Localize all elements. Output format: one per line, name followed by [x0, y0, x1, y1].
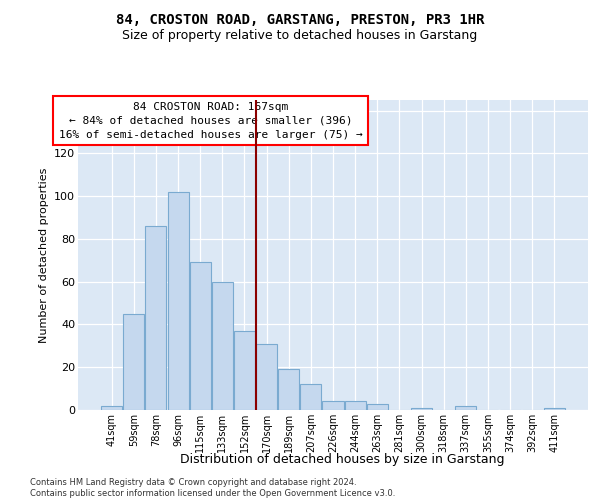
Bar	[234, 331, 255, 410]
Bar	[367, 404, 388, 410]
Bar	[278, 370, 299, 410]
Bar	[322, 402, 344, 410]
Text: Size of property relative to detached houses in Garstang: Size of property relative to detached ho…	[122, 29, 478, 42]
Bar	[145, 226, 166, 410]
Bar	[101, 406, 122, 410]
Bar	[167, 192, 188, 410]
Bar	[256, 344, 277, 410]
Bar	[190, 262, 211, 410]
Text: Distribution of detached houses by size in Garstang: Distribution of detached houses by size …	[180, 452, 504, 466]
Bar	[455, 406, 476, 410]
Text: Contains HM Land Registry data © Crown copyright and database right 2024.
Contai: Contains HM Land Registry data © Crown c…	[30, 478, 395, 498]
Bar	[124, 314, 145, 410]
Bar	[301, 384, 322, 410]
Bar	[212, 282, 233, 410]
Bar	[544, 408, 565, 410]
Text: 84 CROSTON ROAD: 167sqm
← 84% of detached houses are smaller (396)
16% of semi-d: 84 CROSTON ROAD: 167sqm ← 84% of detache…	[59, 102, 362, 140]
Text: 84, CROSTON ROAD, GARSTANG, PRESTON, PR3 1HR: 84, CROSTON ROAD, GARSTANG, PRESTON, PR3…	[116, 12, 484, 26]
Bar	[411, 408, 432, 410]
Bar	[344, 402, 365, 410]
Y-axis label: Number of detached properties: Number of detached properties	[38, 168, 49, 342]
